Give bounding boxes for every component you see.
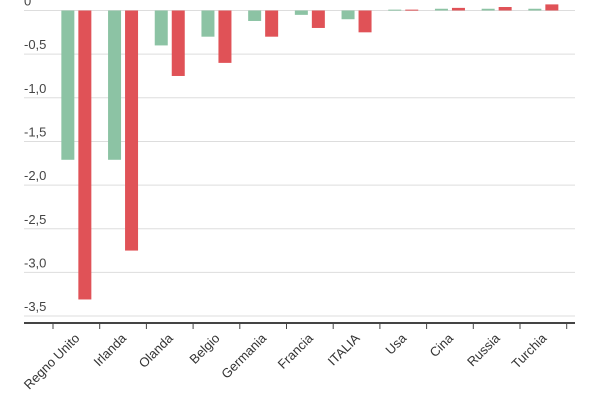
x-category-label: Belgio [186,331,222,367]
bar-series-2 [451,7,465,11]
x-category-label: Germania [218,330,270,382]
x-category-label: Turchia [509,330,550,371]
x-category-label: Cina [427,330,457,360]
bar-series-1 [108,10,122,160]
bar-series-1 [481,8,495,11]
x-category-label: Usa [382,330,409,357]
bar-series-1 [341,10,355,20]
y-tick-label: -1,5 [24,124,46,139]
bar-series-2 [78,10,92,300]
x-category-label: ITALIA [325,330,363,368]
bar-series-2 [498,7,512,11]
bar-series-1 [388,9,402,11]
bar-series-2 [311,10,325,28]
y-tick-label: -1,0 [24,81,46,96]
bar-series-1 [248,10,262,21]
bar-series-1 [528,8,542,11]
y-tick-label: -2,5 [24,212,46,227]
bar-series-2 [171,10,185,76]
y-tick-label: -3,0 [24,255,46,270]
x-category-label: Regno Unito [21,331,83,393]
bar-series-1 [434,8,448,11]
y-tick-label: -0,5 [24,37,46,52]
bar-series-1 [61,10,75,160]
bar-series-2 [358,10,372,33]
x-category-label: Irlanda [90,330,129,369]
bar-series-1 [154,10,168,46]
y-tick-label: 0 [24,0,31,9]
y-tick-label: -3,5 [24,299,46,314]
x-category-label: Olanda [136,330,177,371]
bar-series-2 [218,10,232,63]
bar-series-2 [545,4,559,11]
y-tick-label: -2,0 [24,168,46,183]
x-category-label: Russia [464,330,503,369]
bar-series-1 [201,10,215,37]
bar-series-1 [294,10,308,15]
x-category-label: Francia [275,330,317,372]
bar-series-2 [265,10,279,37]
bar-series-2 [125,10,139,251]
bar-series-2 [405,9,419,11]
